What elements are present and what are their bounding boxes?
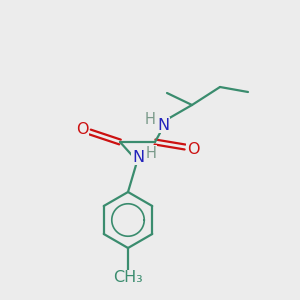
Text: N: N [157,118,169,133]
Text: CH₃: CH₃ [113,271,143,286]
Text: O: O [76,122,88,137]
Text: H: H [145,112,155,128]
Text: N: N [132,149,144,164]
Text: O: O [187,142,199,157]
Text: H: H [146,146,156,160]
